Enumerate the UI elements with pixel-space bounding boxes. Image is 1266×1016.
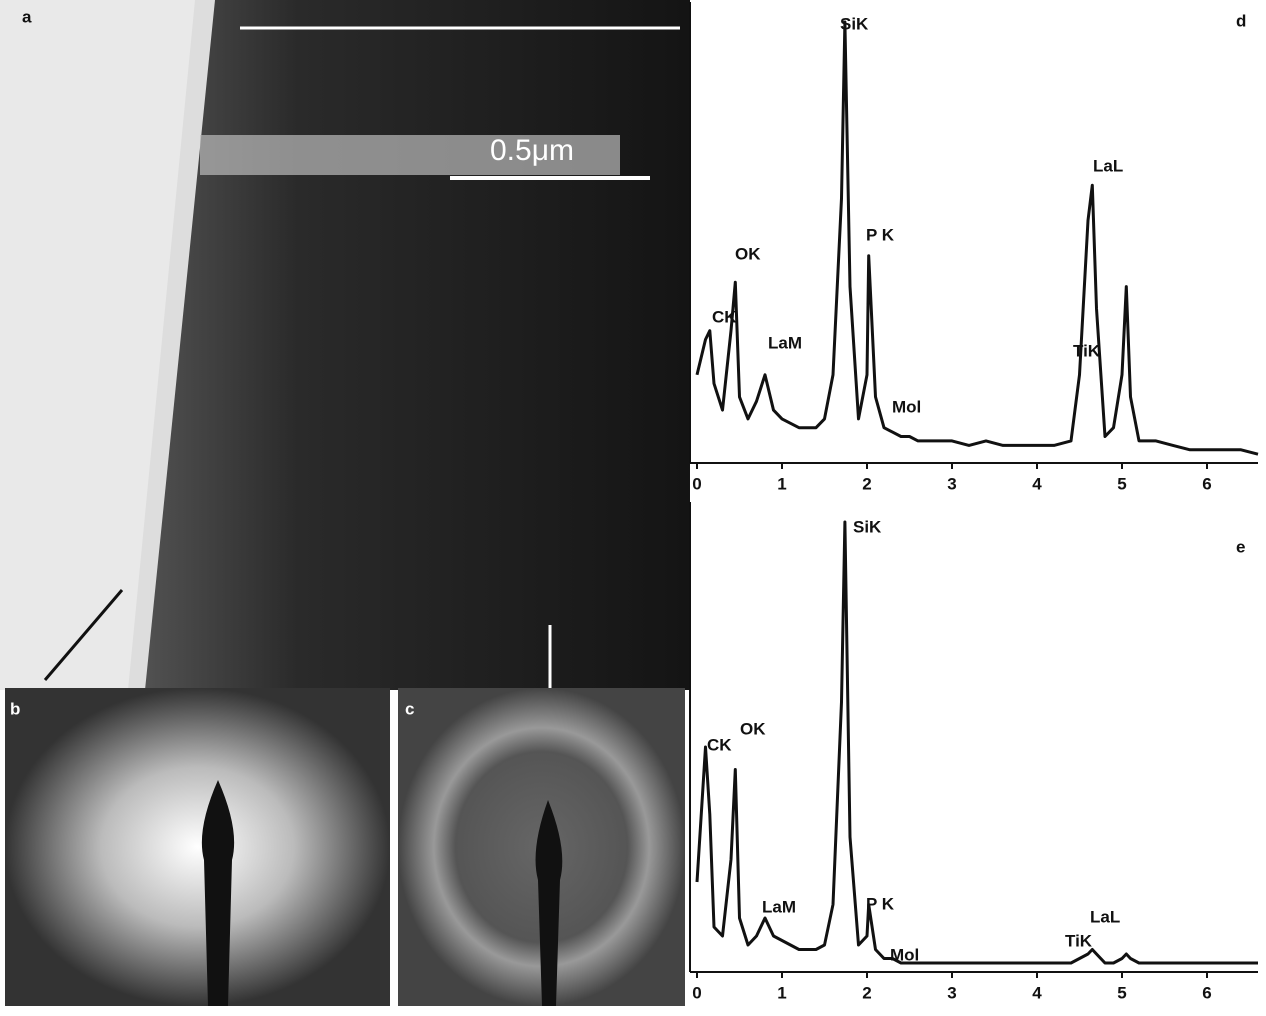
x-tick-label: 1	[777, 983, 786, 1002]
peak-label: P K	[866, 894, 895, 913]
peak-label: TiK	[1073, 341, 1101, 360]
x-tick-label: 2	[862, 474, 871, 493]
x-tick-label: 4	[1032, 983, 1042, 1002]
peak-label: LaM	[762, 897, 796, 916]
x-tick-label: 0	[692, 474, 701, 493]
panel-b: b	[5, 688, 390, 1006]
panel-c: c	[398, 688, 685, 1006]
peak-label: P K	[866, 225, 895, 244]
peak-label: LaM	[768, 333, 802, 352]
peak-label: CK	[707, 735, 732, 754]
scale-bar-label: 0.5μm	[490, 134, 574, 167]
x-tick-label: 5	[1117, 474, 1126, 493]
peak-label: SiK	[840, 14, 869, 33]
panel-label: e	[1236, 537, 1245, 556]
x-tick-label: 3	[947, 983, 956, 1002]
peak-label: LaL	[1093, 156, 1123, 175]
panel-label: a	[22, 7, 32, 26]
x-tick-label: 2	[862, 983, 871, 1002]
peak-label: CK	[712, 307, 737, 326]
panel-label: b	[10, 699, 20, 718]
panel-a: a 0.5μm	[0, 0, 690, 690]
panel-label: c	[405, 699, 414, 718]
x-tick-label: 6	[1202, 983, 1211, 1002]
x-tick-label: 5	[1117, 983, 1126, 1002]
x-tick-label: 4	[1032, 474, 1042, 493]
peak-label: TiK	[1065, 931, 1093, 950]
x-tick-label: 6	[1202, 474, 1211, 493]
panel-label: d	[1236, 11, 1246, 30]
peak-label: Mol	[890, 945, 919, 964]
peak-label: OK	[740, 719, 766, 738]
peak-label: Mol	[892, 397, 921, 416]
spectrum	[697, 22, 1258, 454]
x-tick-label: 3	[947, 474, 956, 493]
figure: a 0.5μm b c d e 0 1 2 3 4 5 6 SiK OK CK LaM P K Mol L…	[0, 0, 1266, 1011]
x-tick-label: 1	[777, 474, 786, 493]
peak-label: SiK	[853, 517, 882, 536]
peak-label: LaL	[1090, 907, 1120, 926]
peak-label: OK	[735, 244, 761, 263]
x-tick-label: 0	[692, 983, 701, 1002]
